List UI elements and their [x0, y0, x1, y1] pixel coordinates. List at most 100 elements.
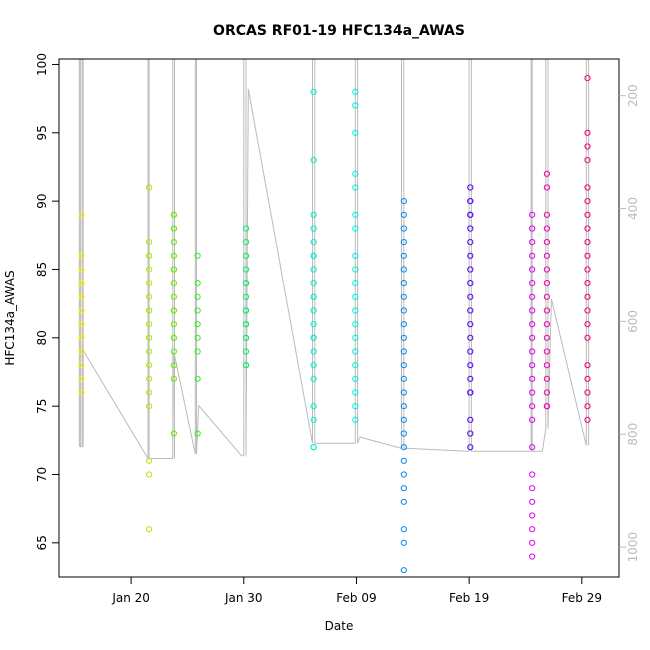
data-point — [78, 321, 85, 328]
data-point — [400, 198, 407, 205]
data-point — [352, 280, 359, 287]
data-point — [146, 403, 153, 410]
data-point — [310, 321, 317, 328]
data-point — [400, 403, 407, 410]
data-point — [529, 526, 536, 533]
y-tick-label: 70 — [35, 467, 49, 482]
x-tick-label: Jan 30 — [224, 591, 263, 605]
data-point — [146, 526, 153, 533]
x-axis: Jan 20 Jan 30 Feb 09 Feb 19 Feb 29 — [111, 577, 602, 605]
data-point — [170, 293, 177, 300]
data-point — [543, 321, 551, 328]
series-rf07 — [352, 88, 359, 423]
data-point — [400, 485, 407, 492]
data-point — [543, 184, 551, 191]
data-point — [170, 430, 177, 437]
data-point — [310, 348, 317, 355]
data-point — [242, 293, 250, 300]
data-point — [146, 239, 153, 246]
data-point — [146, 184, 153, 191]
data-point — [242, 252, 250, 259]
data-point — [352, 184, 359, 191]
data-point — [146, 389, 153, 396]
data-point — [529, 498, 536, 505]
data-point — [146, 321, 153, 328]
data-point — [584, 266, 591, 273]
data-point — [146, 266, 153, 273]
data-point — [400, 293, 407, 300]
data-point — [78, 362, 85, 369]
right-tick-label: 600 — [626, 310, 640, 333]
data-point — [467, 362, 474, 369]
data-point — [310, 280, 317, 287]
data-point — [584, 416, 591, 423]
data-point — [242, 362, 250, 369]
series-rf03 — [170, 211, 177, 437]
data-point — [352, 129, 359, 136]
data-point — [543, 334, 551, 341]
x-tick-label: Feb 09 — [336, 591, 376, 605]
data-point — [146, 293, 153, 300]
series-rf05 — [242, 225, 250, 369]
right-tick-label: 800 — [626, 423, 640, 446]
data-point — [529, 348, 536, 355]
data-point — [400, 307, 407, 314]
data-point — [584, 157, 591, 164]
data-point — [543, 252, 551, 259]
data-point — [242, 266, 250, 273]
data-point — [529, 225, 536, 232]
data-point — [146, 375, 153, 382]
data-point — [584, 389, 591, 396]
data-point — [310, 307, 317, 314]
data-point — [310, 157, 317, 164]
data-point — [310, 334, 317, 341]
data-point — [170, 334, 177, 341]
data-point — [400, 211, 407, 218]
data-point — [170, 307, 177, 314]
series-rf02 — [146, 184, 153, 533]
data-point — [146, 334, 153, 341]
data-point — [310, 211, 317, 218]
data-point — [529, 266, 536, 273]
data-point — [584, 321, 591, 328]
data-point — [584, 75, 591, 82]
data-point — [194, 293, 201, 300]
data-point — [529, 553, 536, 560]
series-rf12 — [584, 75, 591, 423]
data-point — [352, 211, 359, 218]
data-point — [352, 170, 359, 177]
data-point — [400, 252, 407, 259]
data-point — [467, 444, 474, 451]
data-point — [352, 321, 359, 328]
data-point — [146, 280, 153, 287]
data-point — [400, 280, 407, 287]
y-tick-label: 90 — [35, 193, 49, 208]
data-point — [400, 471, 407, 478]
right-tick-label: 400 — [626, 197, 640, 220]
y-tick-label: 80 — [35, 330, 49, 345]
data-point — [146, 348, 153, 355]
data-point — [529, 211, 536, 218]
data-point — [400, 457, 407, 464]
y-axis-right: 200 400 600 800 1000 — [619, 84, 640, 562]
data-point — [242, 321, 250, 328]
y-tick-label: 85 — [35, 262, 49, 277]
data-point — [529, 293, 536, 300]
data-point — [467, 184, 474, 191]
data-point — [170, 375, 177, 382]
data-point — [543, 280, 551, 287]
data-point — [467, 211, 474, 218]
data-point — [194, 375, 201, 382]
y-tick-label: 75 — [35, 399, 49, 414]
data-point — [352, 348, 359, 355]
data-point — [170, 239, 177, 246]
data-point — [310, 239, 317, 246]
data-point — [543, 293, 551, 300]
data-point — [170, 362, 177, 369]
data-point — [584, 293, 591, 300]
y-tick-label: 65 — [35, 535, 49, 550]
data-point — [194, 252, 201, 259]
y-tick-label: 95 — [35, 125, 49, 140]
data-point — [242, 225, 250, 232]
data-point — [543, 375, 551, 382]
